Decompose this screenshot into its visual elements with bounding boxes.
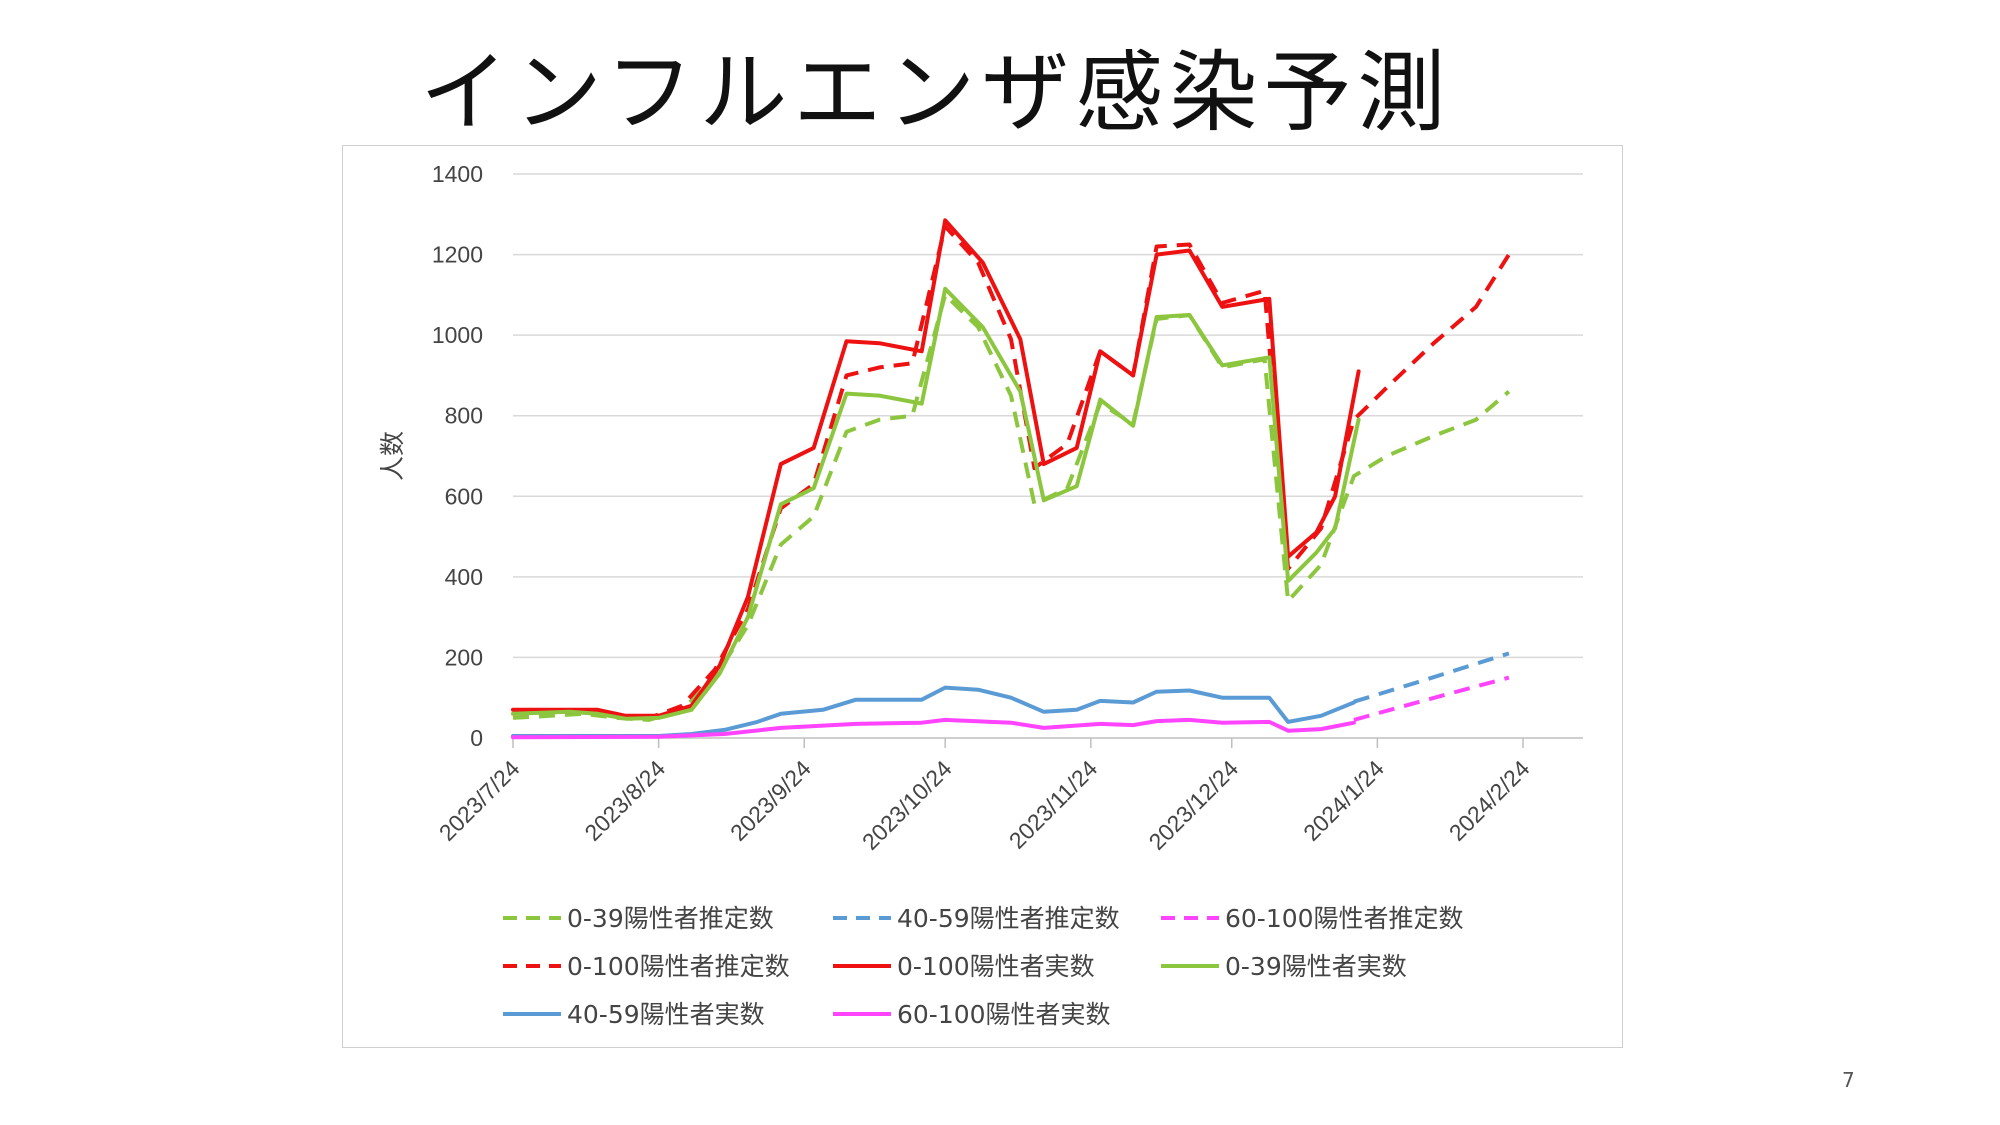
y-tick-label: 200 — [445, 644, 483, 670]
legend-label: 40-59陽性者推定数 — [897, 904, 1120, 933]
x-tick-label: 2023/10/24 — [857, 755, 957, 855]
y-tick-label: 1200 — [432, 242, 483, 268]
legend-label: 60-100陽性者推定数 — [1225, 904, 1464, 933]
x-tick-label: 2024/2/24 — [1444, 755, 1535, 846]
y-tick-label: 800 — [445, 403, 483, 429]
series-line — [511, 685, 1356, 738]
slide-title: インフルエンザ感染予測 — [420, 41, 1452, 144]
y-tick-label: 1000 — [432, 322, 483, 348]
series-line — [512, 224, 1511, 720]
x-tick-label: 2023/9/24 — [725, 755, 816, 846]
y-tick-label: 0 — [470, 725, 483, 751]
series-lines — [511, 218, 1511, 740]
x-tick-label: 2023/8/24 — [579, 755, 670, 846]
gridlines — [513, 173, 1583, 659]
y-tick-label: 400 — [445, 564, 483, 590]
series-line — [511, 717, 1356, 740]
x-tick-label: 2023/7/24 — [434, 755, 525, 846]
legend-label: 0-100陽性者実数 — [897, 952, 1095, 981]
legend: 0-39陽性者推定数 40-59陽性者推定数 60-100陽性者推定数 0-100陽性… — [503, 904, 1464, 1029]
x-tick-label: 2023/12/24 — [1143, 755, 1243, 855]
line-chart: 0 200 400 600 800 1000 1200 1400 2023/7/24 2023/8… — [378, 161, 1583, 1029]
legend-label: 0-39陽性者実数 — [1225, 952, 1407, 981]
chart-frame: 0 200 400 600 800 1000 1200 1400 2023/7/24 2023/8… — [342, 145, 1623, 1048]
page-number: 7 — [1842, 1068, 1855, 1092]
legend-label: 60-100陽性者実数 — [897, 1000, 1111, 1029]
legend-label: 40-59陽性者実数 — [567, 1000, 765, 1029]
legend-label: 0-39陽性者推定数 — [567, 904, 774, 933]
y-axis-title: 人数 — [378, 431, 407, 481]
y-tick-label: 1400 — [432, 161, 483, 187]
series-line — [1353, 675, 1510, 722]
series-line — [512, 292, 1511, 722]
series-line — [511, 286, 1361, 721]
legend-label: 0-100陽性者推定数 — [567, 952, 790, 981]
series-line — [511, 218, 1361, 718]
y-tick-label: 600 — [445, 483, 483, 509]
x-tick-label: 2024/1/24 — [1298, 755, 1389, 846]
x-tick-label: 2023/11/24 — [1004, 755, 1103, 854]
series-line — [1353, 651, 1510, 704]
